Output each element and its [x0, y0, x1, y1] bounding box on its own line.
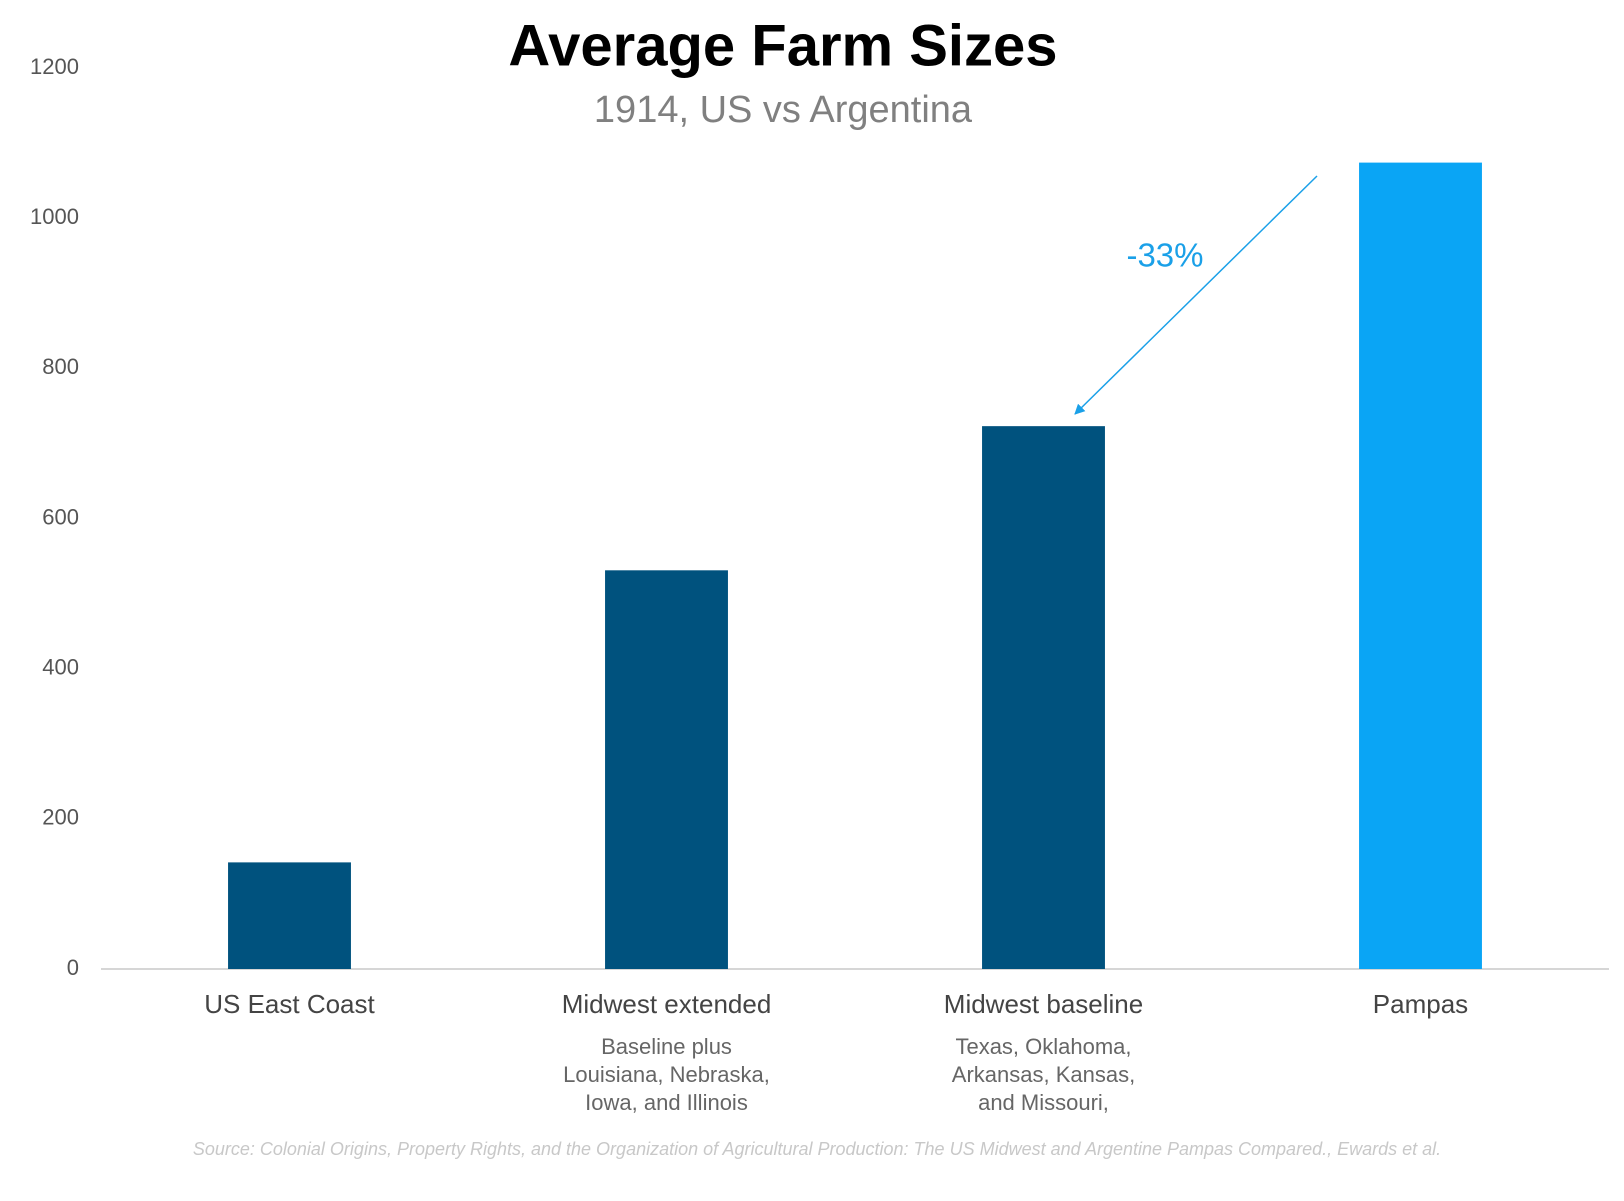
annotation-arrow: [1074, 175, 1318, 415]
y-tick-label: 400: [42, 654, 79, 679]
y-tick-label: 1000: [30, 204, 79, 229]
bar: [228, 862, 351, 969]
x-tick-label: US East Coast: [204, 989, 375, 1019]
y-tick-label: 600: [42, 504, 79, 529]
category-note: Iowa, and Illinois: [585, 1090, 748, 1115]
category-note: Arkansas, Kansas,: [952, 1062, 1135, 1087]
chart-title: Average Farm Sizes: [508, 13, 1057, 78]
category-note: Louisiana, Nebraska,: [563, 1062, 770, 1087]
x-tick-label: Pampas: [1373, 989, 1468, 1019]
x-tick-label: Midwest extended: [562, 989, 772, 1019]
bar: [982, 426, 1105, 970]
bar: [1359, 162, 1482, 970]
y-tick-label: 1200: [30, 54, 79, 79]
x-tick-label: Midwest baseline: [944, 989, 1143, 1019]
category-note: and Missouri,: [978, 1090, 1109, 1115]
chart-subtitle: 1914, US vs Argentina: [594, 89, 973, 131]
annotation: -33%: [1126, 237, 1203, 274]
y-tick-label: 200: [42, 805, 79, 830]
category-note: Baseline plus: [601, 1034, 732, 1059]
y-tick-label: 0: [67, 955, 79, 980]
bar: [605, 570, 728, 969]
y-tick-label: 800: [42, 354, 79, 379]
source-note: Source: Colonial Origins, Property Right…: [193, 1139, 1441, 1159]
category-note: Texas, Oklahoma,: [955, 1034, 1131, 1059]
